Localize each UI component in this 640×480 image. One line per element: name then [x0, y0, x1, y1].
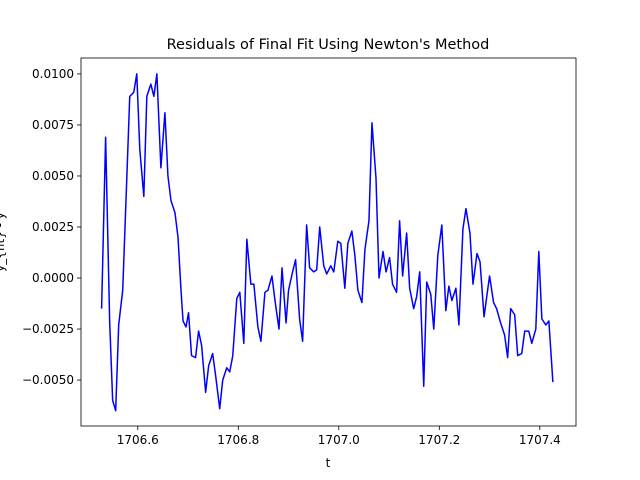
chart-title: Residuals of Final Fit Using Newton's Me… — [167, 37, 490, 53]
x-tick-label: 1706.8 — [217, 433, 259, 447]
x-tick-label: 1707.4 — [519, 433, 561, 447]
x-tick-label: 1707.2 — [418, 433, 460, 447]
x-tick-label: 1706.6 — [117, 433, 159, 447]
y-axis-label: y_{fit} - y — [0, 212, 7, 272]
y-tick-label: −0.0050 — [22, 373, 74, 387]
line-series — [100, 73, 554, 412]
y-tick-label: 0.0050 — [32, 169, 74, 183]
x-axis-label: t — [326, 456, 331, 470]
y-tick-label: 0.0075 — [32, 118, 74, 132]
x-tick-label: 1707.0 — [318, 433, 360, 447]
y-tick-label: 0.0025 — [32, 220, 74, 234]
y-tick-label: −0.0025 — [22, 322, 74, 336]
y-tick-label: 0.0100 — [32, 67, 74, 81]
plot-frame — [80, 57, 577, 427]
y-tick-label: 0.0000 — [32, 271, 74, 285]
